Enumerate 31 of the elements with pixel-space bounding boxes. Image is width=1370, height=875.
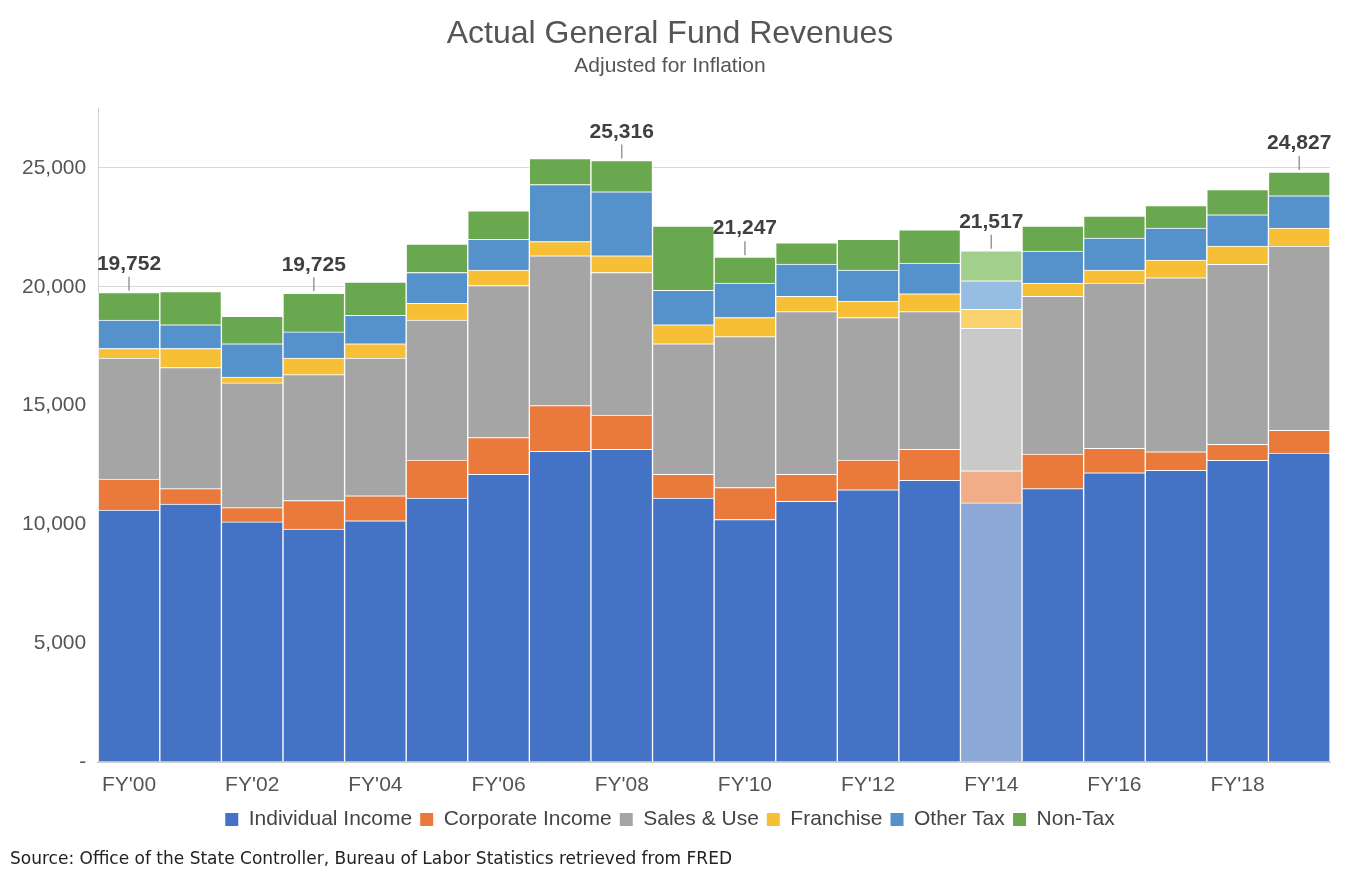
x-tick-label: FY'02 [225, 772, 280, 796]
x-tick-label: FY'08 [594, 772, 649, 796]
total-label: 21,517 [959, 209, 1024, 233]
y-tick-label: 25,000 [22, 154, 87, 178]
legend-label: Non-Tax [1036, 806, 1116, 830]
total-label: 19,752 [96, 250, 162, 274]
x-tick-label: FY'18 [1210, 772, 1265, 796]
legend-label: Individual Income [248, 806, 413, 830]
chart-title: Actual General Fund Revenues [446, 14, 894, 51]
x-tick-label: FY'00 [101, 772, 157, 796]
total-label: 25,316 [589, 118, 654, 142]
x-tick-label: FY'14 [964, 772, 1019, 796]
total-label: 21,247 [712, 215, 778, 239]
y-tick-label: 15,000 [22, 392, 87, 416]
legend-label: Franchise [790, 806, 883, 830]
x-tick-label: FY'16 [1087, 772, 1142, 796]
x-tick-label: FY'06 [471, 772, 526, 796]
total-label: 24,827 [1267, 130, 1332, 154]
chart-subtitle: Adjusted for Inflation [574, 52, 766, 76]
source-note: Source: Office of the State Controller, Bureau of Labor Statistics retrieved from FRED [10, 848, 732, 868]
x-tick-label: FY'12 [840, 772, 896, 796]
y-tick-label: 10,000 [22, 511, 87, 535]
legend-label: Corporate Income [443, 806, 612, 830]
legend-label: Sales & Use [643, 806, 759, 830]
y-tick-label: - [79, 748, 87, 772]
y-tick-label: 5,000 [33, 629, 87, 653]
x-tick-label: FY'04 [348, 772, 403, 796]
y-tick-label: 20,000 [22, 273, 87, 297]
x-tick-label: FY'10 [717, 772, 773, 796]
total-label: 19,725 [281, 251, 347, 275]
legend-label: Other Tax [914, 806, 1006, 830]
